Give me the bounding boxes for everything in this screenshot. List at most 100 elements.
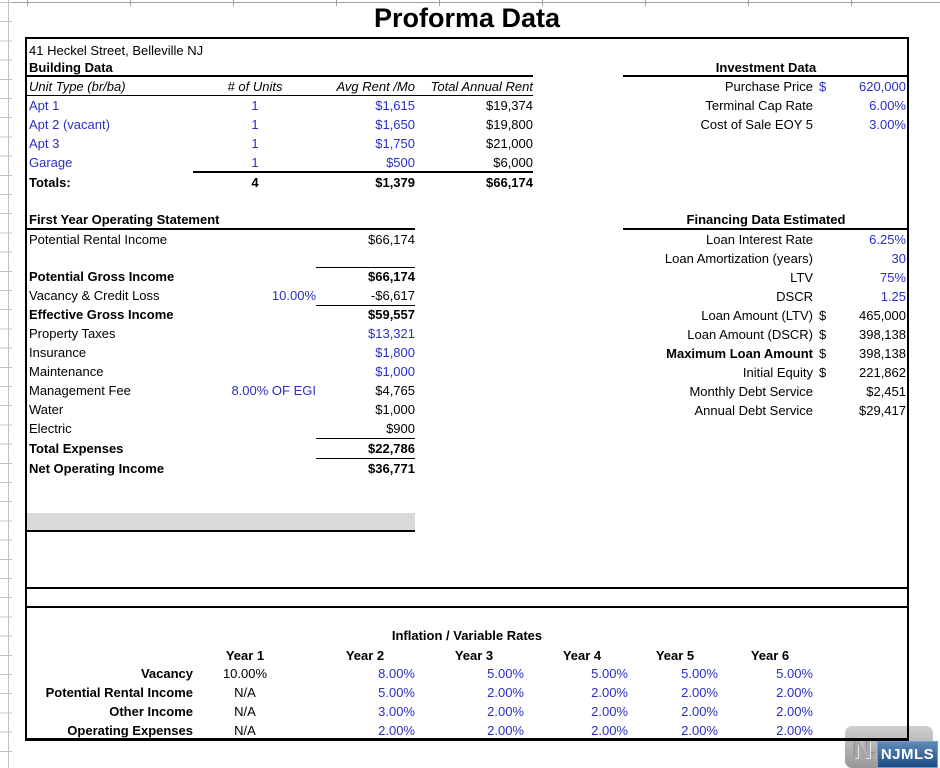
inflation-row-label: Vacancy xyxy=(140,666,193,681)
rule-vacancy xyxy=(316,305,415,306)
year-header: Year 6 xyxy=(750,648,790,663)
financing-label: Loan Amortization (years) xyxy=(664,251,813,266)
section-title-building-data: Building Data xyxy=(29,60,113,75)
investment-label: Terminal Cap Rate xyxy=(705,98,813,113)
operating-label: Property Taxes xyxy=(29,326,116,341)
currency-symbol: $ xyxy=(819,365,827,380)
gray-band xyxy=(27,513,415,530)
investment-label: Cost of Sale EOY 5 xyxy=(700,117,814,132)
inflation-value: 2.00% xyxy=(681,723,718,738)
rule-electric xyxy=(316,437,415,439)
inflation-row-label: Potential Rental Income xyxy=(45,685,193,700)
investment-value: 6.00% xyxy=(869,98,906,113)
gridline-left-ticks xyxy=(0,2,12,766)
gridline-top-ticks xyxy=(27,0,933,6)
financing-value: $2,451 xyxy=(866,384,906,399)
inflation-value: 5.00% xyxy=(776,666,813,681)
unit-name: Apt 2 (vacant) xyxy=(29,117,110,132)
unit-annual-rent: $19,800 xyxy=(486,117,533,132)
operating-rate: 10.00% xyxy=(271,288,316,303)
financing-value: 398,138 xyxy=(859,327,906,342)
rule-pgi xyxy=(316,266,415,268)
inflation-value: 2.00% xyxy=(681,685,718,700)
inflation-value: 8.00% xyxy=(378,666,415,681)
operating-label: Maintenance xyxy=(29,364,104,379)
unit-count: 1 xyxy=(251,117,259,132)
rule-unit-header-top xyxy=(27,75,533,77)
financing-value: 75% xyxy=(879,270,906,285)
financing-value: 30 xyxy=(891,251,906,266)
column-header-units: # of Units xyxy=(227,79,283,94)
financing-value: 465,000 xyxy=(859,308,906,323)
financing-value: 1.25 xyxy=(880,289,906,304)
inflation-value: 5.00% xyxy=(591,666,628,681)
section-title-inflation-rates: Inflation / Variable Rates xyxy=(391,628,543,643)
operating-value: $22,786 xyxy=(368,441,415,456)
unit-name: Apt 3 xyxy=(29,136,60,151)
financing-label: DSCR xyxy=(776,289,813,304)
inflation-value: 5.00% xyxy=(378,685,415,700)
rule-financing-header xyxy=(623,228,907,230)
year-header: Year 3 xyxy=(454,648,494,663)
inflation-value: 2.00% xyxy=(681,704,718,719)
inflation-row-label: Operating Expenses xyxy=(67,723,193,738)
inflation-value: 2.00% xyxy=(378,723,415,738)
year-header: Year 5 xyxy=(655,648,695,663)
operating-label: Water xyxy=(29,402,64,417)
financing-label: Loan Interest Rate xyxy=(706,232,813,247)
financing-label: Initial Equity xyxy=(742,365,813,380)
inflation-value: N/A xyxy=(234,685,256,700)
operating-label: Insurance xyxy=(29,345,87,360)
financing-value: 398,138 xyxy=(859,346,906,361)
year-header: Year 1 xyxy=(225,648,265,663)
page-title: Proforma Data xyxy=(373,3,561,33)
financing-label: Loan Amount (LTV) xyxy=(701,308,813,323)
unit-annual-rent: $21,000 xyxy=(486,136,533,151)
operating-label: Potential Rental Income xyxy=(29,232,168,247)
inflation-value: 2.00% xyxy=(591,685,628,700)
financing-value: 221,862 xyxy=(859,365,906,380)
operating-label: Potential Gross Income xyxy=(29,269,175,284)
rule-unit-header-bottom xyxy=(27,94,533,96)
operating-label: Electric xyxy=(29,421,72,436)
inflation-value: 2.00% xyxy=(776,704,813,719)
column-header-avg-rent: Avg Rent /Mo xyxy=(336,79,415,94)
operating-label: Vacancy & Credit Loss xyxy=(29,288,160,303)
inflation-row-label: Other Income xyxy=(109,704,193,719)
inflation-value: 2.00% xyxy=(776,723,813,738)
inflation-value: 2.00% xyxy=(487,723,524,738)
property-address: 41 Heckel Street, Belleville NJ xyxy=(29,43,204,58)
year-header: Year 2 xyxy=(345,648,385,663)
financing-value: $29,417 xyxy=(859,403,906,418)
operating-label: Net Operating Income xyxy=(29,461,165,476)
currency-symbol: $ xyxy=(819,327,827,342)
operating-label: Total Expenses xyxy=(29,441,124,456)
operating-label: Management Fee xyxy=(29,383,131,398)
unit-avg-rent: $1,650 xyxy=(375,117,415,132)
operating-value: $4,765 xyxy=(375,383,415,398)
unit-count: 1 xyxy=(251,155,259,170)
financing-label: Monthly Debt Service xyxy=(689,384,813,399)
unit-avg-rent: $1,750 xyxy=(375,136,415,151)
investment-value: 3.00% xyxy=(869,117,906,132)
currency-symbol: $ xyxy=(819,346,827,361)
njmls-logo: NJMLS xyxy=(877,741,938,768)
financing-label: Annual Debt Service xyxy=(694,403,813,418)
operating-value: $1,000 xyxy=(375,402,415,417)
operating-value: $59,557 xyxy=(368,307,415,322)
inflation-value: 5.00% xyxy=(487,666,524,681)
inflation-value: 2.00% xyxy=(487,685,524,700)
unit-annual-rent: $19,374 xyxy=(486,98,533,113)
operating-value: $1,000 xyxy=(375,364,415,379)
operating-value: $900 xyxy=(386,421,415,436)
inflation-value: 2.00% xyxy=(776,685,813,700)
inflation-value: 2.00% xyxy=(487,704,524,719)
financing-label: Loan Amount (DSCR) xyxy=(687,327,813,342)
section-title-financing-data: Financing Data Estimated xyxy=(686,212,846,227)
inflation-value: 2.00% xyxy=(591,704,628,719)
totals-annual-rent: $66,174 xyxy=(486,175,533,190)
operating-value: $36,771 xyxy=(368,461,415,476)
financing-label: Maximum Loan Amount xyxy=(666,346,813,361)
inflation-value: 5.00% xyxy=(681,666,718,681)
year-header: Year 4 xyxy=(562,648,602,663)
